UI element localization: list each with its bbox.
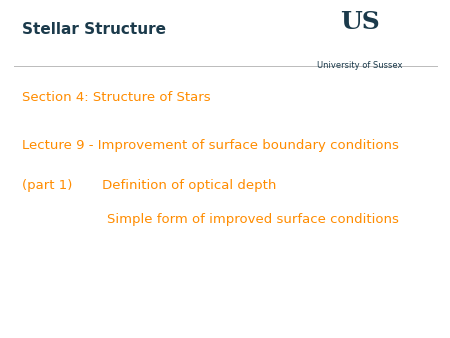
Text: Lecture 9 - Improvement of surface boundary conditions: Lecture 9 - Improvement of surface bound… (22, 139, 400, 151)
Text: (part 1)       Definition of optical depth: (part 1) Definition of optical depth (22, 179, 277, 192)
Text: Stellar Structure: Stellar Structure (22, 22, 166, 37)
Text: US: US (340, 10, 380, 34)
Text: Simple form of improved surface conditions: Simple form of improved surface conditio… (22, 213, 400, 226)
Text: University of Sussex: University of Sussex (317, 61, 403, 70)
Text: Section 4: Structure of Stars: Section 4: Structure of Stars (22, 91, 211, 104)
